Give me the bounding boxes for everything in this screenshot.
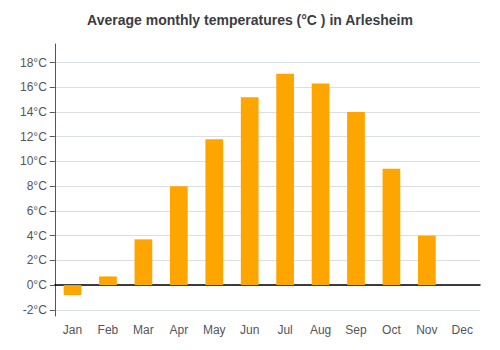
- svg-text:0°C: 0°C: [27, 278, 47, 292]
- svg-text:Jun: Jun: [240, 323, 259, 337]
- svg-text:Average monthly temperatures (: Average monthly temperatures (°C ) in Ar…: [87, 12, 413, 28]
- svg-text:-2°C: -2°C: [23, 303, 47, 317]
- svg-text:Nov: Nov: [416, 323, 437, 337]
- svg-text:18°C: 18°C: [20, 56, 47, 70]
- svg-text:Oct: Oct: [382, 323, 401, 337]
- svg-text:Sep: Sep: [345, 323, 367, 337]
- svg-text:Jan: Jan: [63, 323, 82, 337]
- svg-text:Mar: Mar: [133, 323, 154, 337]
- svg-text:14°C: 14°C: [20, 105, 47, 119]
- svg-text:Feb: Feb: [98, 323, 119, 337]
- svg-text:10°C: 10°C: [20, 154, 47, 168]
- svg-text:12°C: 12°C: [20, 130, 47, 144]
- svg-text:16°C: 16°C: [20, 80, 47, 94]
- svg-text:Jul: Jul: [277, 323, 292, 337]
- svg-text:May: May: [203, 323, 226, 337]
- svg-text:Aug: Aug: [310, 323, 331, 337]
- svg-text:2°C: 2°C: [27, 253, 47, 267]
- svg-text:Dec: Dec: [452, 323, 473, 337]
- svg-text:6°C: 6°C: [27, 204, 47, 218]
- svg-text:4°C: 4°C: [27, 229, 47, 243]
- svg-text:8°C: 8°C: [27, 179, 47, 193]
- svg-text:Apr: Apr: [169, 323, 188, 337]
